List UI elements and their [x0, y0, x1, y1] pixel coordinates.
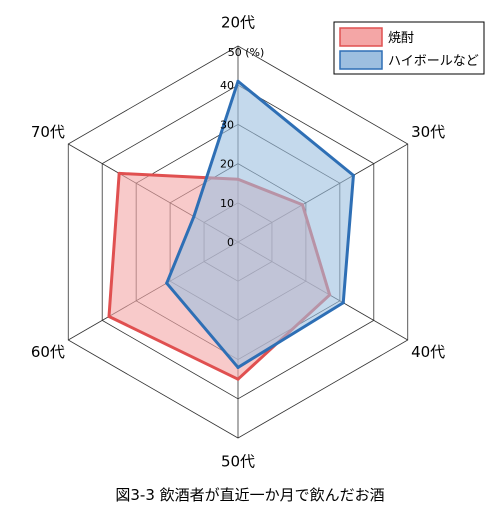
tick-label-10: 10 — [220, 197, 234, 210]
axis-label-0: 20代 — [221, 13, 255, 31]
legend-swatch-highball — [339, 50, 383, 70]
axis-label-1: 30代 — [411, 123, 445, 141]
series-1-point-2 — [341, 301, 345, 305]
axis-label-4: 60代 — [31, 343, 65, 361]
axis-label-2: 40代 — [411, 343, 445, 361]
legend-label-highball: ハイボールなど — [388, 54, 479, 69]
series-1-point-4 — [165, 281, 169, 285]
series-0-point-4 — [107, 314, 111, 318]
series-layer — [107, 79, 355, 381]
tick-label-30: 30 — [220, 118, 234, 131]
series-1-point-1 — [351, 173, 355, 177]
tick-label-50: 50 (%) — [228, 46, 265, 59]
axis-labels: 20代 30代 40代 50代 60代 70代 — [31, 13, 445, 470]
axis-label-5: 70代 — [31, 123, 65, 141]
series-1-point-3 — [236, 365, 240, 369]
axis-label-3: 50代 — [221, 453, 255, 471]
tick-label-0: 0 — [227, 236, 234, 249]
chart-caption: 図3-3 飲酒者が直近一か月で飲んだお酒 — [115, 486, 384, 504]
legend: 焼酎 ハイボールなど — [333, 21, 485, 75]
series-1-point-5 — [192, 215, 196, 219]
tick-label-40: 40 — [220, 79, 234, 92]
legend-label-shochu: 焼酎 — [388, 31, 414, 46]
series-0-point-3 — [236, 377, 240, 381]
legend-swatch-shochu — [339, 27, 383, 47]
tick-labels: 0 10 20 30 40 50 (%) — [220, 46, 264, 249]
tick-label-20: 20 — [220, 158, 234, 171]
series-1-point-0 — [236, 79, 240, 83]
series-0-point-5 — [117, 171, 121, 175]
